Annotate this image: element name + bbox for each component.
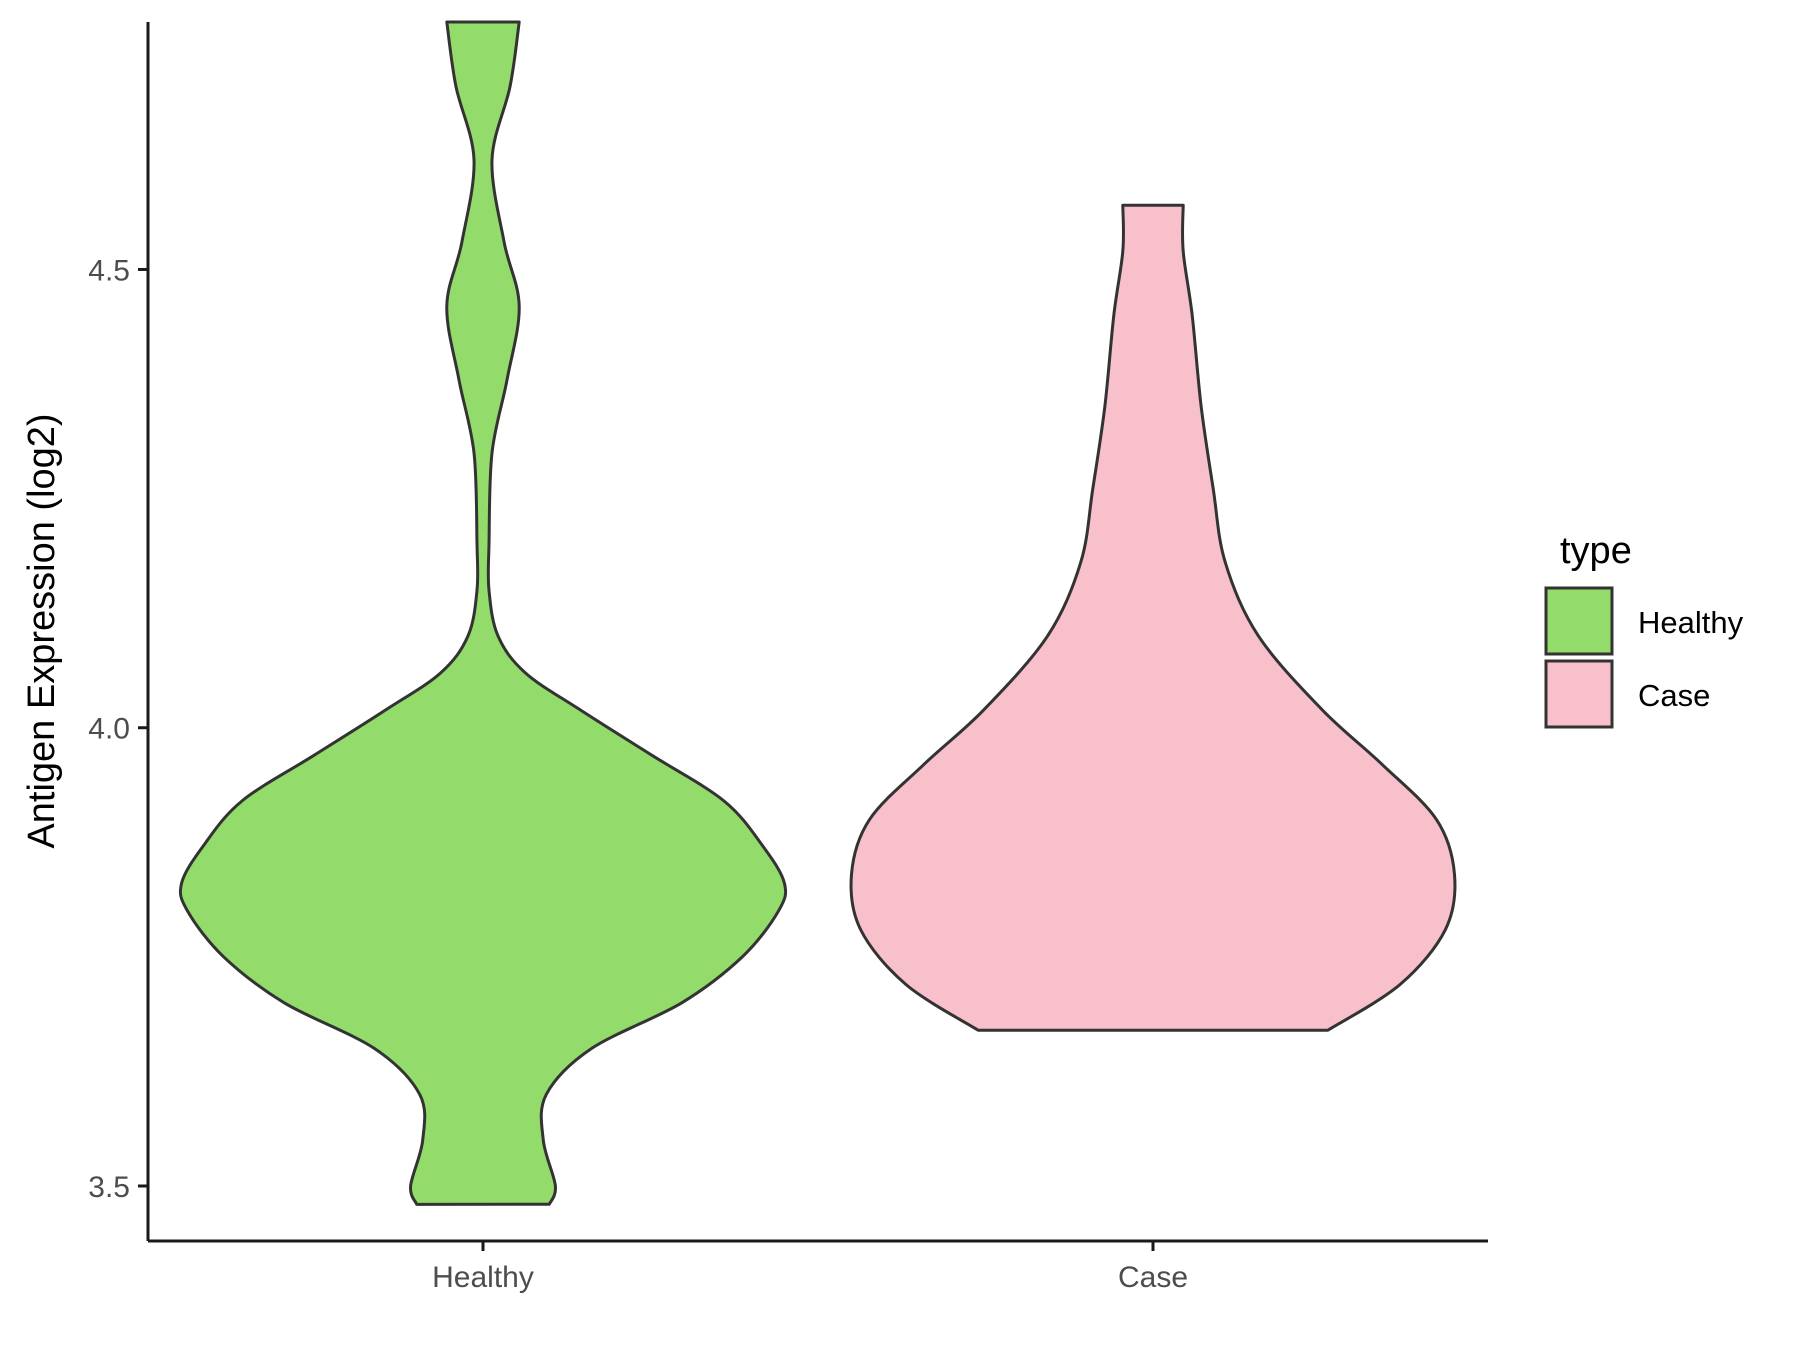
legend-entries: Healthy Case <box>1544 586 1744 729</box>
axes-layer <box>146 22 1488 1243</box>
x-tick-label: Case <box>1118 1261 1188 1294</box>
legend-title: type <box>1560 530 1632 572</box>
legend-swatch <box>1544 659 1614 729</box>
legend-label: Case <box>1638 678 1710 713</box>
y-axis-title: Antigen Expression (log2) <box>21 413 63 848</box>
y-tick-label: 3.5 <box>88 1171 130 1204</box>
y-ticks: 3.5 4.0 4.5 <box>88 254 148 1204</box>
y-tick-label: 4.5 <box>88 254 130 287</box>
legend: type Healthy Case <box>1544 530 1744 729</box>
y-tick-label: 4.0 <box>88 713 130 746</box>
violin-healthy <box>178 20 788 1206</box>
violins-layer <box>178 20 1457 1206</box>
legend-label: Healthy <box>1638 605 1744 640</box>
violin-case <box>849 203 1457 1032</box>
x-tick-label: Healthy <box>432 1261 534 1294</box>
legend-swatch <box>1544 586 1614 656</box>
x-ticks: Healthy Case <box>432 1241 1188 1294</box>
